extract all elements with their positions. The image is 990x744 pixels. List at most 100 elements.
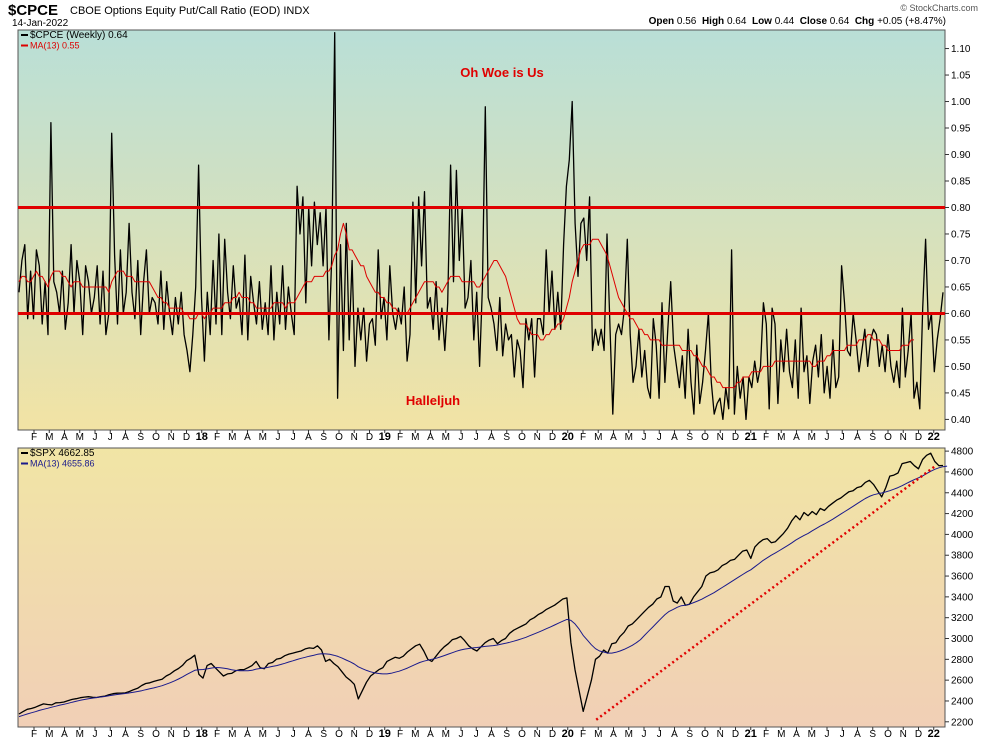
cpce-x-tick-label: M	[76, 432, 84, 443]
spx-x-tick-label: N	[534, 729, 541, 740]
low-value: 0.44	[774, 16, 795, 27]
spx-x-tick-label: A	[671, 729, 678, 740]
spx-x-tick-label: 19	[379, 728, 391, 740]
cpce-x-tick-label: N	[534, 432, 541, 443]
cpce-x-tick-label: F	[397, 432, 403, 443]
symbol-label: $CPCE	[8, 2, 59, 19]
cpce-y-tick-label: 0.80	[951, 203, 971, 214]
cpce-x-tick-label: F	[214, 432, 220, 443]
spx-x-tick-label: S	[503, 729, 510, 740]
spx-x-tick-label: S	[869, 729, 876, 740]
spx-x-tick-label: M	[228, 729, 236, 740]
cpce-x-tick-label: A	[610, 432, 617, 443]
credit-label: © StockCharts.com	[900, 3, 978, 13]
cpce-x-tick-label: O	[518, 432, 526, 443]
cpce-x-tick-label: F	[31, 432, 37, 443]
spx-x-tick-label: A	[793, 729, 800, 740]
spx-x-tick-label: O	[152, 729, 160, 740]
cpce-x-tick-label: O	[335, 432, 343, 443]
spx-x-tick-label: O	[518, 729, 526, 740]
cpce-series-ma-line	[18, 222, 914, 389]
cpce-x-tick-label: S	[869, 432, 876, 443]
cpce-x-tick-label: A	[671, 432, 678, 443]
cpce-x-tick-label: N	[900, 432, 907, 443]
chg-label: Chg	[854, 16, 875, 27]
cpce-x-tick-label: J	[657, 432, 662, 443]
cpce-x-tick-label: D	[915, 432, 922, 443]
cpce-x-tick-label: 18	[196, 431, 208, 443]
cpce-y-tick-label: 0.60	[951, 309, 971, 320]
high-label: High	[701, 16, 725, 27]
spx-x-tick-label: J	[642, 729, 647, 740]
spx-y-tick-label: 2200	[951, 717, 974, 728]
cpce-legend-label: MA(13) 0.55	[30, 41, 80, 51]
spx-y-tick-label: 4600	[951, 467, 974, 478]
close-label: Close	[799, 16, 828, 27]
spx-x-tick-label: A	[488, 729, 495, 740]
high-value: 0.64	[726, 16, 747, 27]
cpce-x-tick-label: M	[259, 432, 267, 443]
cpce-x-tick-label: M	[411, 432, 419, 443]
cpce-x-tick-label: 19	[379, 431, 391, 443]
cpce-x-tick-label: J	[459, 432, 464, 443]
cpce-y-tick-label: 0.50	[951, 362, 971, 373]
cpce-x-tick-label: N	[717, 432, 724, 443]
cpce-x-tick-label: A	[793, 432, 800, 443]
low-label: Low	[751, 16, 772, 27]
spx-x-tick-label: M	[808, 729, 816, 740]
spx-y-tick-label: 3800	[951, 551, 974, 562]
cpce-y-tick-label: 1.00	[951, 97, 971, 108]
spx-x-tick-label: D	[732, 729, 739, 740]
cpce-y-tick-label: 0.90	[951, 150, 971, 161]
spx-y-tick-label: 4000	[951, 530, 974, 541]
cpce-x-tick-label: A	[244, 432, 251, 443]
cpce-x-tick-label: J	[474, 432, 479, 443]
cpce-y-tick-label: 0.65	[951, 282, 971, 293]
spx-x-tick-label: O	[701, 729, 709, 740]
cpce-x-tick-label: S	[320, 432, 327, 443]
cpce-y-tick-label: 0.75	[951, 229, 971, 240]
cpce-x-tick-label: D	[732, 432, 739, 443]
spx-y-tick-label: 3600	[951, 572, 974, 583]
cpce-x-tick-label: 21	[745, 431, 757, 443]
spx-x-tick-label: N	[351, 729, 358, 740]
open-label: Open	[648, 16, 675, 27]
spx-x-tick-label: D	[915, 729, 922, 740]
spx-x-tick-label: A	[244, 729, 251, 740]
cpce-y-tick-label: 1.10	[951, 44, 971, 55]
spx-x-tick-label: J	[276, 729, 281, 740]
cpce-series-price-line	[18, 31, 944, 421]
spx-x-tick-label: M	[45, 729, 53, 740]
cpce-x-tick-label: J	[276, 432, 281, 443]
cpce-x-tick-label: M	[228, 432, 236, 443]
cpce-x-tick-label: N	[168, 432, 175, 443]
open-value: 0.56	[676, 16, 697, 27]
spx-y-tick-label: 3200	[951, 613, 974, 624]
spx-x-tick-label: M	[594, 729, 602, 740]
cpce-x-tick-label: A	[488, 432, 495, 443]
cpce-x-tick-label: 22	[928, 431, 940, 443]
cpce-legend-label: $CPCE (Weekly) 0.64	[30, 30, 128, 41]
cpce-x-tick-label: M	[45, 432, 53, 443]
spx-series-ma-line	[18, 465, 948, 718]
cpce-y-tick-label: 0.70	[951, 256, 971, 267]
spx-y-tick-label: 4400	[951, 488, 974, 499]
cpce-x-tick-label: O	[152, 432, 160, 443]
spx-x-tick-label: A	[427, 729, 434, 740]
spx-legend-label: MA(13) 4655.86	[30, 459, 95, 469]
cpce-x-tick-label: S	[503, 432, 510, 443]
chart-date: 14-Jan-2022	[12, 18, 69, 29]
cpce-x-tick-label: N	[351, 432, 358, 443]
cpce-x-tick-label: O	[884, 432, 892, 443]
spx-trendline	[595, 464, 937, 721]
cpce-x-tick-label: S	[137, 432, 144, 443]
cpce-y-tick-label: 0.40	[951, 415, 971, 426]
cpce-annotation: Halleljuh	[406, 393, 460, 408]
spx-x-tick-label: J	[840, 729, 845, 740]
cpce-x-tick-label: A	[305, 432, 312, 443]
spx-x-tick-label: M	[777, 729, 785, 740]
spx-x-tick-label: D	[183, 729, 190, 740]
cpce-x-tick-label: D	[366, 432, 373, 443]
